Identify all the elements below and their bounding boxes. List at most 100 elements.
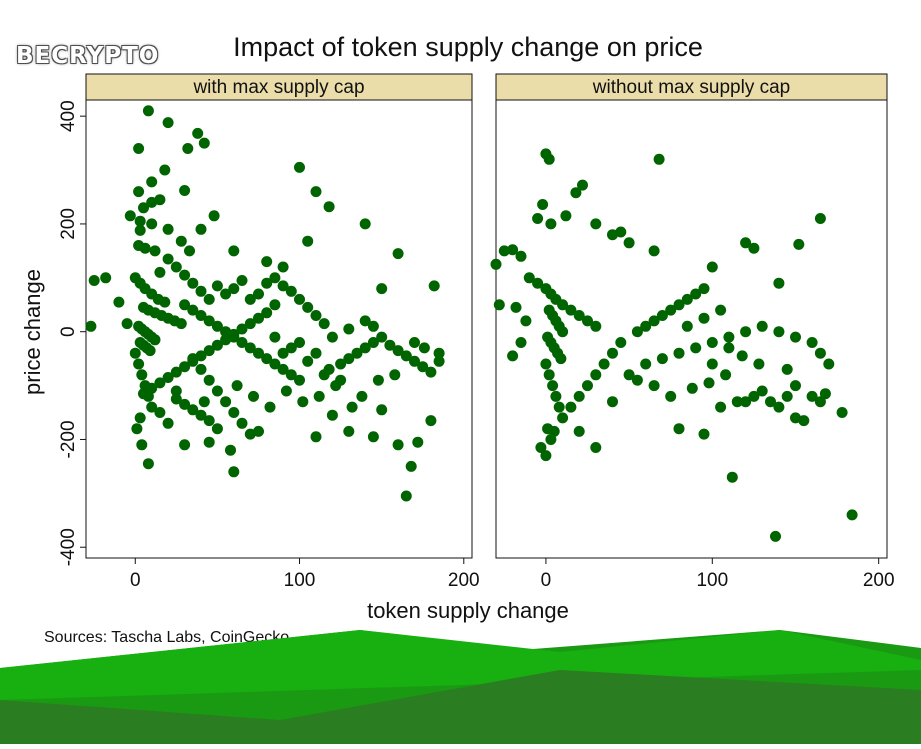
data-point xyxy=(723,331,735,343)
data-point xyxy=(615,337,627,348)
data-point xyxy=(723,342,735,354)
data-point xyxy=(253,347,264,359)
data-point xyxy=(149,245,161,257)
x-tick-label: 0 xyxy=(541,570,552,591)
data-point xyxy=(590,442,602,453)
data-point xyxy=(294,374,305,386)
data-point xyxy=(573,425,585,437)
data-point xyxy=(798,415,810,427)
data-point xyxy=(740,396,752,408)
data-point xyxy=(154,407,166,418)
panel-title: with max supply cap xyxy=(192,77,364,98)
data-point xyxy=(582,315,593,327)
data-point xyxy=(326,331,338,343)
data-point xyxy=(162,253,174,265)
data-point xyxy=(770,530,781,542)
data-point xyxy=(244,342,256,354)
data-point xyxy=(113,296,125,308)
data-point xyxy=(154,266,166,278)
data-point xyxy=(673,299,685,311)
data-point xyxy=(681,320,693,332)
data-point xyxy=(162,117,174,129)
data-point xyxy=(203,315,215,327)
data-point xyxy=(409,337,420,348)
data-point xyxy=(532,277,544,289)
data-point xyxy=(547,380,559,392)
data-point xyxy=(302,355,314,367)
x-tick-label: 100 xyxy=(696,570,728,591)
data-point xyxy=(121,318,133,330)
data-point xyxy=(277,280,289,292)
data-point xyxy=(740,237,752,249)
data-point xyxy=(607,229,618,241)
data-point xyxy=(433,347,445,359)
data-point xyxy=(159,164,171,176)
data-point xyxy=(220,396,232,408)
data-point xyxy=(540,358,552,370)
data-point xyxy=(195,285,207,297)
data-point xyxy=(507,350,519,362)
data-point xyxy=(553,401,565,413)
data-point xyxy=(367,431,379,443)
data-point xyxy=(138,202,149,214)
data-point xyxy=(269,272,281,284)
data-point xyxy=(280,385,292,397)
data-point xyxy=(179,439,191,451)
data-point xyxy=(203,374,215,386)
data-point xyxy=(814,396,826,408)
data-point xyxy=(535,442,547,453)
y-tick-label: 0 xyxy=(58,326,79,337)
data-point xyxy=(343,353,355,365)
data-point xyxy=(384,339,396,351)
data-point xyxy=(208,210,220,222)
data-point xyxy=(236,275,248,286)
x-tick-label: 0 xyxy=(130,570,141,591)
data-point xyxy=(720,369,732,381)
data-point xyxy=(236,417,248,429)
data-point xyxy=(179,185,191,196)
data-point xyxy=(211,320,223,332)
data-point xyxy=(162,372,174,383)
data-point xyxy=(142,458,154,470)
data-point xyxy=(285,285,297,297)
data-point xyxy=(228,466,240,478)
data-point xyxy=(236,323,248,335)
data-point xyxy=(124,210,136,222)
data-point xyxy=(656,310,668,321)
data-point xyxy=(367,320,379,332)
source-note: Sources: Tascha Labs, CoinGecko xyxy=(44,629,289,646)
data-point xyxy=(515,337,527,348)
data-point xyxy=(277,261,289,273)
data-point xyxy=(417,361,429,373)
data-point xyxy=(425,415,437,427)
data-point xyxy=(269,299,281,311)
data-point xyxy=(376,404,388,416)
data-point xyxy=(228,245,240,257)
data-point xyxy=(806,337,818,348)
data-point xyxy=(756,385,768,397)
data-point xyxy=(170,366,182,378)
data-point xyxy=(823,358,835,370)
data-point xyxy=(570,187,582,199)
data-point xyxy=(170,393,182,405)
data-point xyxy=(433,355,445,367)
data-point xyxy=(359,315,371,327)
data-point xyxy=(367,337,379,348)
data-point xyxy=(144,345,156,357)
data-point xyxy=(244,293,256,305)
data-point xyxy=(211,423,223,435)
y-axis-label: price change xyxy=(20,269,45,395)
data-point xyxy=(302,235,314,247)
data-point xyxy=(557,299,569,311)
data-point xyxy=(814,347,826,359)
data-point xyxy=(236,337,248,348)
data-point xyxy=(573,310,585,321)
data-point xyxy=(631,374,643,386)
data-point xyxy=(195,409,207,421)
data-point xyxy=(577,179,588,191)
data-point xyxy=(211,339,223,351)
x-tick-label: 100 xyxy=(284,570,316,591)
data-point xyxy=(690,288,702,300)
data-point xyxy=(703,377,715,389)
data-point xyxy=(179,269,191,281)
